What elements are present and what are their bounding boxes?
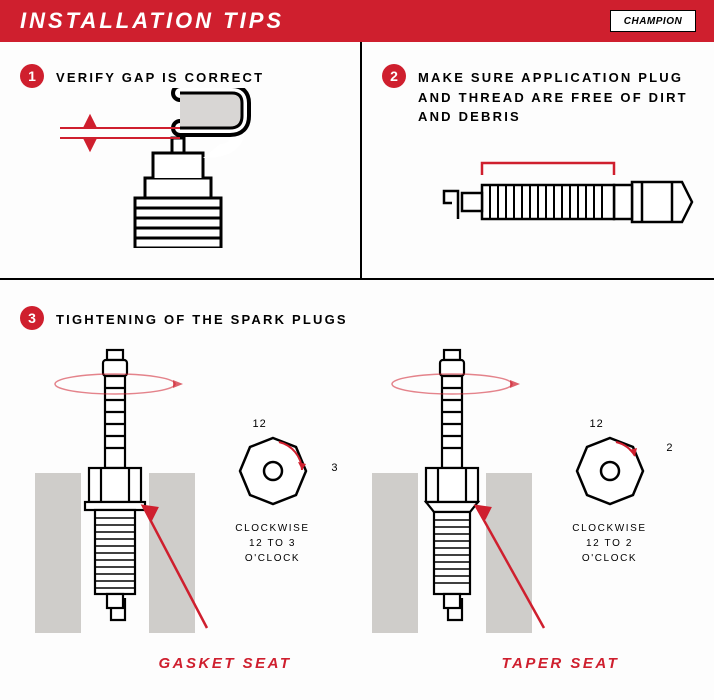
gasket-caption-l2: 12 TO 3 O'CLOCK bbox=[245, 538, 300, 564]
gasket-clock-svg bbox=[234, 432, 312, 510]
gasket-clock-3: 3 bbox=[331, 462, 338, 474]
gasket-seat-label: GASKET SEAT bbox=[159, 655, 292, 672]
step-1-badge: 1 bbox=[20, 64, 44, 88]
step-2-badge: 2 bbox=[382, 64, 406, 88]
taper-seat-block: 12 2 CLOCKWISE 12 TO 2 O'CLOCK TAPER SEA… bbox=[366, 344, 686, 674]
taper-caption-l1: CLOCKWISE bbox=[572, 523, 646, 534]
step-3-text: TIGHTENING OF THE SPARK PLUGS bbox=[56, 306, 348, 330]
taper-clock-12: 12 bbox=[590, 418, 604, 430]
step-1-head: 1 VERIFY GAP IS CORRECT bbox=[20, 64, 340, 88]
panel-verify-gap: 1 VERIFY GAP IS CORRECT bbox=[0, 42, 362, 278]
top-row: 1 VERIFY GAP IS CORRECT bbox=[0, 42, 714, 280]
step-2-head: 2 MAKE SURE APPLICATION PLUG AND THREAD … bbox=[382, 64, 712, 127]
page-title: INSTALLATION TIPS bbox=[20, 8, 284, 34]
step-3-badge: 3 bbox=[20, 306, 44, 330]
gasket-plug-svg bbox=[25, 348, 225, 658]
step-2-text: MAKE SURE APPLICATION PLUG AND THREAD AR… bbox=[418, 64, 712, 127]
taper-clock-2: 2 bbox=[666, 442, 673, 454]
header-bar: INSTALLATION TIPS CHAMPION bbox=[0, 0, 714, 42]
step-1-text: VERIFY GAP IS CORRECT bbox=[56, 64, 264, 88]
taper-clock-svg bbox=[571, 432, 649, 510]
brand-badge: CHAMPION bbox=[610, 10, 696, 32]
thread-diagram-svg bbox=[382, 127, 712, 277]
step-3-head: 3 TIGHTENING OF THE SPARK PLUGS bbox=[20, 306, 694, 330]
gasket-clock-12: 12 bbox=[253, 418, 267, 430]
seat-row: 12 3 CLOCKWISE 12 TO 3 O'CLOCK GASKET SE… bbox=[20, 344, 694, 674]
gap-diagram-svg bbox=[20, 88, 340, 248]
taper-caption: CLOCKWISE 12 TO 2 O'CLOCK bbox=[560, 521, 660, 566]
gasket-caption-l1: CLOCKWISE bbox=[235, 523, 309, 534]
panel-clean-thread: 2 MAKE SURE APPLICATION PLUG AND THREAD … bbox=[362, 42, 714, 278]
brand-text: CHAMPION bbox=[624, 16, 682, 27]
gasket-clock: 12 3 CLOCKWISE 12 TO 3 O'CLOCK bbox=[223, 432, 323, 566]
gasket-caption: CLOCKWISE 12 TO 3 O'CLOCK bbox=[223, 521, 323, 566]
gasket-seat-block: 12 3 CLOCKWISE 12 TO 3 O'CLOCK GASKET SE… bbox=[29, 344, 349, 674]
taper-plug-svg bbox=[362, 348, 562, 658]
taper-seat-label: TAPER SEAT bbox=[502, 655, 620, 672]
diagram-gap bbox=[20, 88, 340, 248]
taper-caption-l2: 12 TO 2 O'CLOCK bbox=[582, 538, 637, 564]
taper-clock: 12 2 CLOCKWISE 12 TO 2 O'CLOCK bbox=[560, 432, 660, 566]
diagram-thread bbox=[382, 127, 712, 277]
panel-tightening: 3 TIGHTENING OF THE SPARK PLUGS bbox=[0, 280, 714, 700]
